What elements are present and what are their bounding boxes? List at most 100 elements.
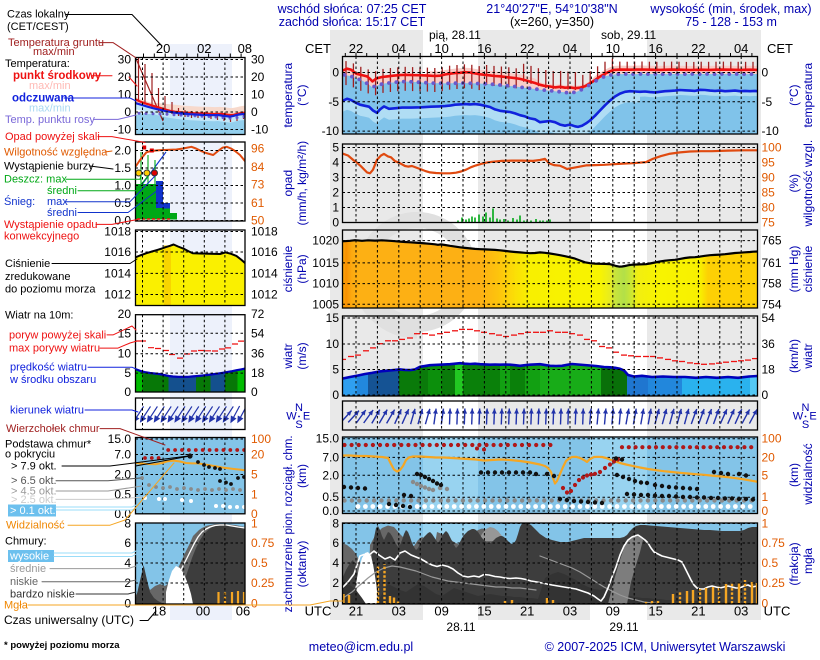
svg-text:temperatura: temperatura — [281, 63, 295, 128]
svg-text:09: 09 — [606, 604, 620, 619]
svg-text:15: 15 — [118, 326, 132, 340]
svg-text:Mgła: Mgła — [4, 600, 29, 612]
svg-text:max porywy wiatru: max porywy wiatru — [9, 343, 100, 355]
svg-text:0.5: 0.5 — [114, 196, 131, 210]
svg-text:Chmury:: Chmury: — [5, 536, 47, 548]
svg-text:średni: średni — [47, 207, 77, 219]
svg-text:(km): (km) — [787, 463, 801, 487]
svg-text:21: 21 — [691, 604, 705, 619]
svg-text:Temperatura:: Temperatura: — [5, 58, 70, 70]
svg-text:85: 85 — [762, 186, 776, 200]
svg-text:1018: 1018 — [104, 225, 131, 239]
svg-text:opad: opad — [281, 170, 295, 197]
svg-text:N: N — [295, 402, 303, 414]
svg-text:5: 5 — [251, 468, 258, 482]
svg-text:15: 15 — [477, 604, 491, 619]
svg-text:ciśnienie: ciśnienie — [281, 245, 295, 292]
svg-text:10: 10 — [434, 41, 448, 56]
svg-text:5: 5 — [762, 468, 769, 482]
svg-text:54: 54 — [251, 326, 265, 340]
svg-text:0.5: 0.5 — [762, 556, 779, 570]
svg-text:2.0: 2.0 — [322, 468, 339, 482]
svg-text:2: 2 — [332, 576, 339, 590]
svg-text:do poziomu morza: do poziomu morza — [5, 284, 96, 296]
svg-text:max/min: max/min — [29, 103, 71, 115]
svg-text:30: 30 — [251, 53, 265, 67]
svg-text:Wilgotność względna: Wilgotność względna — [4, 147, 108, 159]
svg-text:15: 15 — [326, 311, 340, 325]
svg-text:03: 03 — [563, 604, 577, 619]
svg-text:1: 1 — [332, 201, 339, 215]
svg-text:4: 4 — [124, 556, 131, 570]
svg-text:8: 8 — [332, 517, 339, 531]
svg-text:(mm Hg): (mm Hg) — [787, 246, 801, 293]
svg-text:wilgotność wzgl.: wilgotność wzgl. — [801, 140, 815, 228]
svg-text:10: 10 — [606, 41, 620, 56]
svg-text:pion. rozciągł. chm.: pion. rozciągł. chm. — [283, 435, 295, 534]
svg-text:10: 10 — [118, 88, 132, 102]
svg-text:W: W — [286, 411, 297, 423]
svg-text:(km/h): (km/h) — [787, 339, 801, 373]
svg-text:100: 100 — [251, 432, 271, 446]
svg-text:95: 95 — [762, 156, 776, 170]
svg-text:0: 0 — [124, 105, 131, 119]
svg-text:1012: 1012 — [104, 288, 131, 302]
svg-text:kierunek wiatru: kierunek wiatru — [10, 405, 84, 417]
svg-text:(km): (km) — [295, 464, 309, 488]
svg-text:18: 18 — [762, 363, 776, 377]
svg-text:(CET/CEST): (CET/CEST) — [7, 21, 69, 33]
svg-text:wysokie: wysokie — [9, 551, 49, 563]
svg-text:0: 0 — [332, 597, 339, 611]
svg-text:0.5: 0.5 — [322, 490, 339, 504]
svg-text:CET: CET — [305, 41, 331, 56]
svg-text:* powyżej poziomu morza: * powyżej poziomu morza — [4, 640, 120, 651]
svg-text:00: 00 — [196, 604, 210, 619]
svg-text:> 2.5 okt.: > 2.5 okt. — [11, 494, 57, 506]
svg-text:sob, 29.11: sob, 29.11 — [601, 28, 656, 42]
svg-text:16: 16 — [648, 41, 662, 56]
svg-text:15: 15 — [648, 604, 662, 619]
svg-text:16: 16 — [477, 41, 491, 56]
svg-text:konwekcyjnego: konwekcyjnego — [4, 231, 79, 243]
svg-text:73: 73 — [251, 178, 265, 192]
svg-text:Wierzchołek chmur: Wierzchołek chmur — [6, 423, 100, 435]
svg-text:odczuwana: odczuwana — [12, 93, 75, 105]
svg-text:widzialność: widzialność — [801, 443, 815, 505]
svg-text:0: 0 — [251, 385, 258, 399]
svg-text:1015: 1015 — [312, 256, 339, 270]
svg-text:06: 06 — [236, 604, 250, 619]
svg-text:1: 1 — [762, 490, 769, 504]
svg-text:(frakcja): (frakcja) — [787, 542, 801, 585]
svg-text:4: 4 — [332, 156, 339, 170]
svg-text:100: 100 — [762, 432, 782, 446]
svg-text:-10: -10 — [762, 124, 780, 138]
svg-text:18: 18 — [152, 604, 166, 619]
svg-text:Śnieg:: Śnieg: — [4, 195, 35, 208]
svg-text:22: 22 — [691, 41, 705, 56]
svg-text:(°C): (°C) — [787, 84, 801, 105]
svg-text:2.0: 2.0 — [114, 144, 131, 158]
svg-text:-5: -5 — [328, 95, 339, 109]
svg-text:(oktanty): (oktanty) — [295, 541, 309, 588]
svg-text:90: 90 — [762, 171, 776, 185]
svg-text:średnie: średnie — [10, 563, 46, 575]
svg-text:Podstawa chmur*: Podstawa chmur* — [5, 438, 92, 450]
svg-text:E: E — [809, 411, 816, 423]
svg-text:20: 20 — [118, 70, 132, 84]
svg-text:(m/s): (m/s) — [295, 342, 309, 369]
svg-text:6: 6 — [332, 536, 339, 550]
svg-text:36: 36 — [762, 337, 776, 351]
svg-text:1014: 1014 — [104, 266, 131, 280]
svg-text:1: 1 — [762, 517, 769, 531]
svg-text:max/min: max/min — [29, 80, 71, 92]
svg-text:1016: 1016 — [251, 245, 278, 259]
svg-text:0.0: 0.0 — [114, 214, 131, 228]
svg-text:> 4.5 okt.: > 4.5 okt. — [11, 486, 57, 498]
svg-text:S: S — [295, 419, 302, 431]
svg-text:54: 54 — [762, 311, 776, 325]
svg-text:bardzo niskie: bardzo niskie — [10, 589, 75, 601]
svg-text:03: 03 — [734, 604, 748, 619]
svg-text:0: 0 — [251, 597, 258, 611]
svg-text:prędkość wiatru: prędkość wiatru — [10, 362, 87, 374]
svg-text:> 7.9 okt.: > 7.9 okt. — [11, 461, 57, 473]
